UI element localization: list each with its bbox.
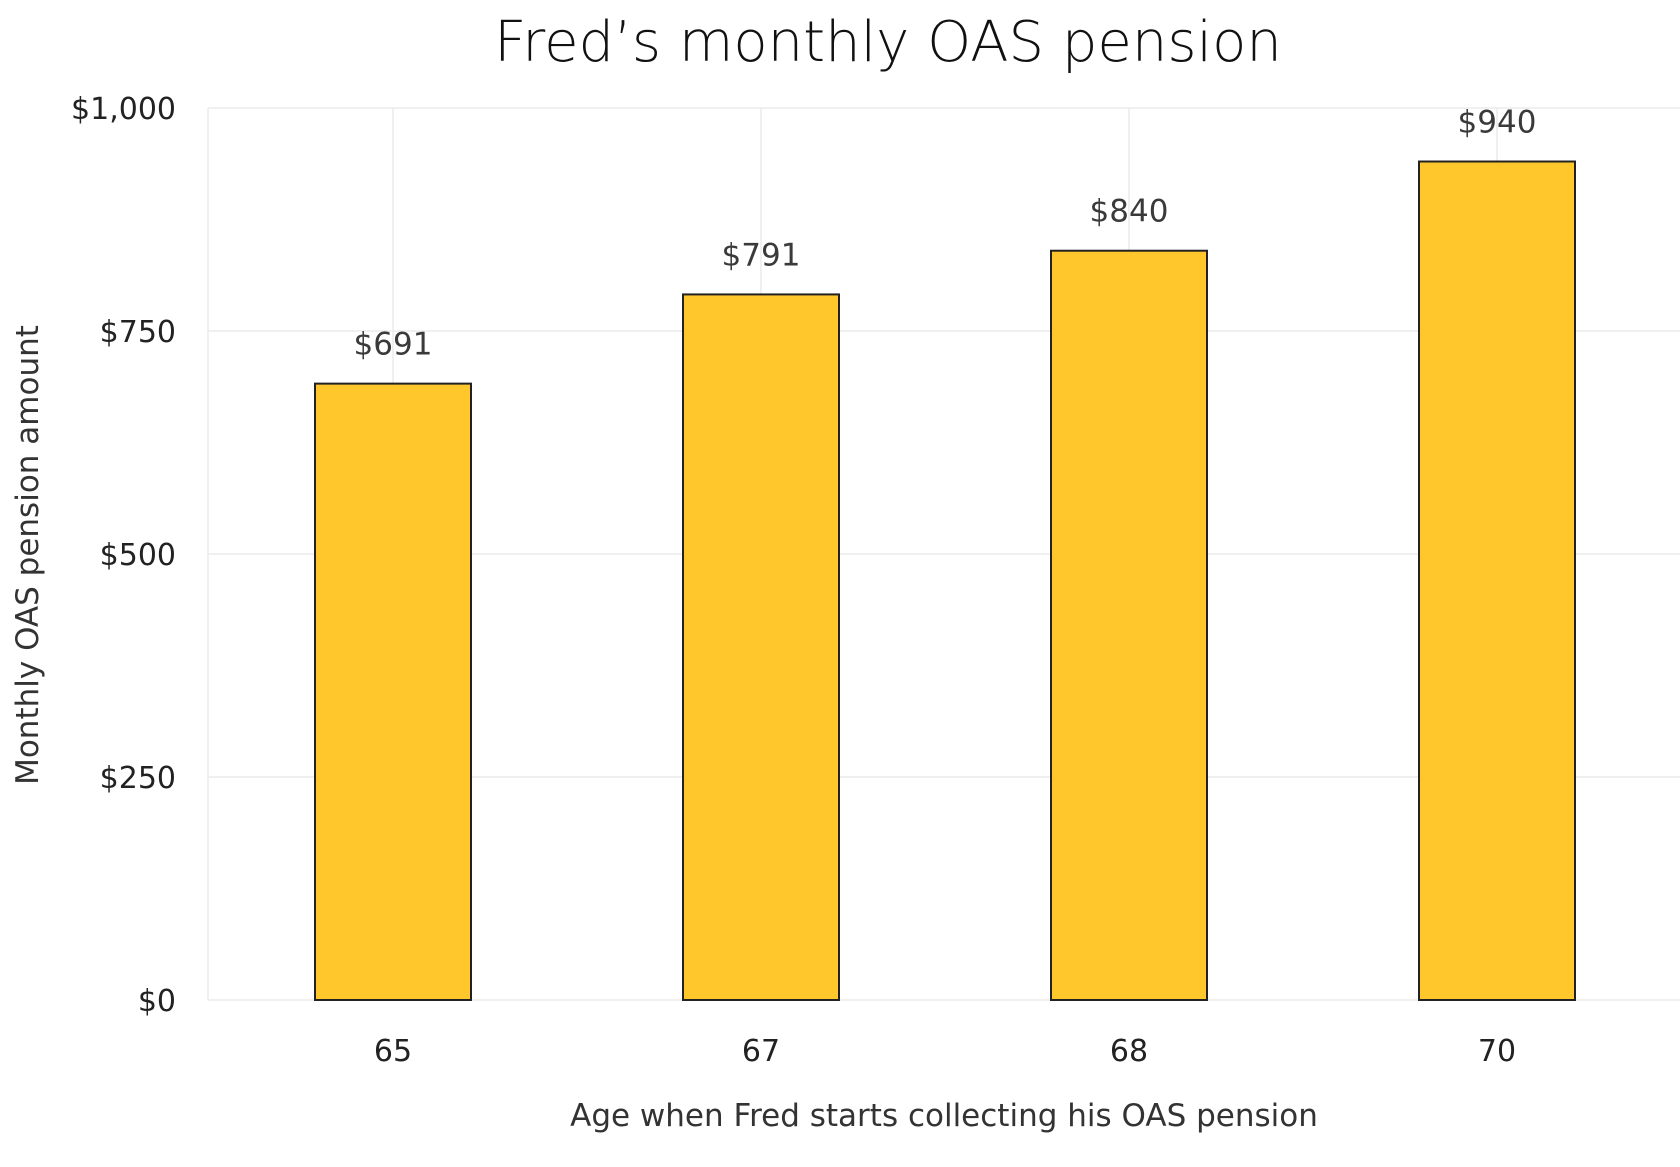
- y-tick-label-1: $250: [100, 761, 176, 796]
- y-tick-label-2: $500: [100, 538, 176, 573]
- y-axis-label: Monthly OAS pension amount: [10, 325, 46, 785]
- bar-layer: [314, 160, 1576, 1002]
- bar-70: [1418, 160, 1576, 1001]
- data-label-68: $840: [1090, 194, 1169, 230]
- x-tick-label-67: 67: [742, 1034, 780, 1069]
- data-label-65: $691: [354, 327, 433, 363]
- x-axis-label: Age when Fred starts collecting his OAS …: [570, 1098, 1318, 1134]
- x-tick-label-65: 65: [374, 1034, 412, 1069]
- y-tick-label-3: $750: [100, 315, 176, 350]
- bar-65: [314, 382, 472, 1001]
- chart-title: Fred’s monthly OAS pension: [494, 10, 1282, 75]
- bar-67: [682, 293, 840, 1002]
- y-tick-label-4: $1,000: [71, 92, 176, 127]
- y-tick-label-0: $0: [138, 984, 176, 1019]
- data-label-67: $791: [722, 237, 801, 273]
- tick-layer: 65 67 68 70 $0 $250 $500 $750 $1,000: [71, 92, 1516, 1069]
- x-tick-label-68: 68: [1110, 1034, 1148, 1069]
- label-layer: $691 $791 $840 $940: [354, 105, 1537, 363]
- data-label-70: $940: [1458, 105, 1537, 141]
- x-tick-label-70: 70: [1478, 1034, 1516, 1069]
- bar-68: [1050, 249, 1208, 1002]
